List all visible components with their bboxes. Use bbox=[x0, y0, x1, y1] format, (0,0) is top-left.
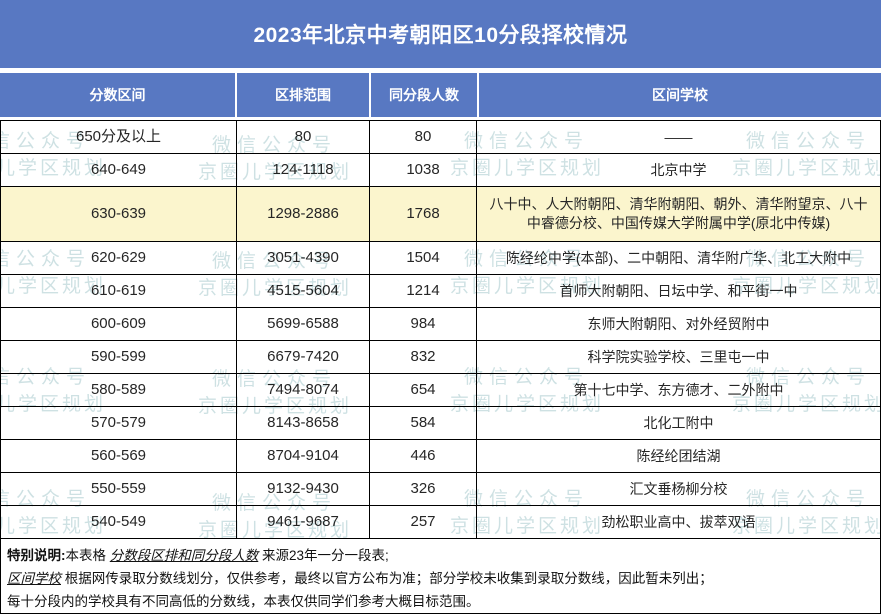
score-range-cell: 610-619 bbox=[1, 275, 237, 307]
rank-range-cell: 5699-6588 bbox=[237, 308, 370, 340]
table-header-row: 分数区间 区排范围 同分段人数 区间学校 bbox=[0, 73, 881, 117]
score-range-cell: 640-649 bbox=[1, 154, 237, 186]
rank-range-cell: 1298-2886 bbox=[237, 187, 370, 241]
table-row: 540-549 9461-9687 257 劲松职业高中、拔萃双语 bbox=[1, 506, 880, 539]
rank-range-cell: 8704-9104 bbox=[237, 440, 370, 472]
rank-range-cell: 8143-8658 bbox=[237, 407, 370, 439]
same-segment-count-cell: 1038 bbox=[370, 154, 477, 186]
table-row: 650分及以上 80 80 —— bbox=[1, 121, 880, 154]
table-row: 570-579 8143-8658 584 北化工附中 bbox=[1, 407, 880, 440]
same-segment-count-cell: 584 bbox=[370, 407, 477, 439]
table-row: 580-589 7494-8074 654 第十七中学、东方德才、二外附中 bbox=[1, 374, 880, 407]
rank-range-cell: 4515-5604 bbox=[237, 275, 370, 307]
table-row: 630-639 1298-2886 1768 八十中、人大附朝阳、清华附朝阳、朝外、清… bbox=[1, 187, 880, 242]
same-segment-count-cell: 654 bbox=[370, 374, 477, 406]
same-segment-count-cell: 446 bbox=[370, 440, 477, 472]
schools-cell: 陈经纶中学(本部)、二中朝阳、清华附广华、北工大附中 bbox=[505, 249, 852, 266]
note-2-text: 根据网传录取分数线划分，仅供参考，最终以官方公布为准；部分学校未收集到录取分数线… bbox=[61, 571, 713, 586]
schools-cell: 科学院实验学校、三里屯一中 bbox=[587, 348, 770, 365]
schools-cell: 八十中、人大附朝阳、清华附朝阳、朝外、清华附望京、八十中睿德分校、中国传媒大学附… bbox=[489, 196, 868, 231]
score-range-cell: 580-589 bbox=[1, 374, 237, 406]
table-row: 600-609 5699-6588 984 东师大附朝阳、对外经贸附中 bbox=[1, 308, 880, 341]
same-segment-count-cell: 326 bbox=[370, 473, 477, 505]
schools-cell: 东师大附朝阳、对外经贸附中 bbox=[587, 315, 770, 332]
rank-range-cell: 6679-7420 bbox=[237, 341, 370, 373]
score-range-cell: 570-579 bbox=[1, 407, 237, 439]
page-title: 2023年北京中考朝阳区10分段择校情况 bbox=[0, 0, 881, 68]
same-segment-count-cell: 257 bbox=[370, 506, 477, 538]
score-range-cell: 540-549 bbox=[1, 506, 237, 538]
table-row: 590-599 6679-7420 832 科学院实验学校、三里屯一中 bbox=[1, 341, 880, 374]
score-range-cell: 630-639 bbox=[1, 187, 237, 241]
score-range-cell: 550-559 bbox=[1, 473, 237, 505]
same-segment-count-cell: 1504 bbox=[370, 242, 477, 274]
same-segment-count-cell: 1768 bbox=[370, 187, 477, 241]
rank-range-cell: 7494-8074 bbox=[237, 374, 370, 406]
table: 650分及以上 80 80 —— 640-649 124-1118 1038 北京中学 630-… bbox=[0, 120, 881, 614]
table-row: 640-649 124-1118 1038 北京中学 bbox=[1, 154, 880, 187]
table-row: 560-569 8704-9104 446 陈经纶团结湖 bbox=[1, 440, 880, 473]
same-segment-count-cell: 984 bbox=[370, 308, 477, 340]
rank-range-cell: 9461-9687 bbox=[237, 506, 370, 538]
score-range-cell: 650分及以上 bbox=[1, 121, 237, 153]
note-3-text: 每十分段内的学校具有不同高低的分数线，本表仅供同学们参考大概目标范围。 bbox=[7, 594, 480, 609]
column-header-rank-range: 区排范围 bbox=[237, 73, 369, 117]
score-range-cell: 600-609 bbox=[1, 308, 237, 340]
note-line-2: 区间学校 根据网传录取分数线划分，仅供参考，最终以官方公布为准；部分学校未收集到… bbox=[7, 567, 872, 590]
note-1-text-end: 来源23年一分一段表; bbox=[258, 548, 389, 563]
rank-range-cell: 9132-9430 bbox=[237, 473, 370, 505]
notes-section: 特别说明:本表格 分数段区排和同分段人数 来源23年一分一段表; 区间学校 根据… bbox=[1, 539, 880, 612]
table-row: 550-559 9132-9430 326 汇文垂杨柳分校 bbox=[1, 473, 880, 506]
table-row: 610-619 4515-5604 1214 首师大附朝阳、日坛中学、和平街一中 bbox=[1, 275, 880, 308]
schools-cell: 第十七中学、东方德才、二外附中 bbox=[573, 381, 784, 398]
score-range-cell: 590-599 bbox=[1, 341, 237, 373]
score-range-cell: 620-629 bbox=[1, 242, 237, 274]
score-range-cell: 560-569 bbox=[1, 440, 237, 472]
rank-range-cell: 124-1118 bbox=[237, 154, 370, 186]
schools-cell: —— bbox=[664, 128, 693, 145]
same-segment-count-cell: 80 bbox=[370, 121, 477, 153]
schools-cell: 北化工附中 bbox=[643, 414, 714, 431]
rank-range-cell: 3051-4390 bbox=[237, 242, 370, 274]
column-header-score-range: 分数区间 bbox=[0, 73, 235, 117]
table-body: 650分及以上 80 80 —— 640-649 124-1118 1038 北京中学 630-… bbox=[1, 121, 880, 539]
table-row: 620-629 3051-4390 1504 陈经纶中学(本部)、二中朝阳、清华附广华… bbox=[1, 242, 880, 275]
notes-label: 特别说明: bbox=[7, 548, 66, 563]
column-header-schools: 区间学校 bbox=[479, 73, 881, 117]
column-header-same-segment-count: 同分段人数 bbox=[371, 73, 477, 117]
note-1-emphasis: 分数段区排和同分段人数 bbox=[109, 548, 259, 563]
same-segment-count-cell: 1214 bbox=[370, 275, 477, 307]
schools-cell: 北京中学 bbox=[650, 161, 707, 178]
note-line-1: 特别说明:本表格 分数段区排和同分段人数 来源23年一分一段表; bbox=[7, 544, 872, 567]
schools-cell: 汇文垂杨柳分校 bbox=[629, 480, 728, 497]
note-line-3: 每十分段内的学校具有不同高低的分数线，本表仅供同学们参考大概目标范围。 bbox=[7, 590, 872, 613]
note-2-emphasis: 区间学校 bbox=[7, 571, 61, 586]
note-1-text: 本表格 bbox=[65, 548, 110, 563]
rank-range-cell: 80 bbox=[237, 121, 370, 153]
schools-cell: 陈经纶团结湖 bbox=[636, 447, 721, 464]
same-segment-count-cell: 832 bbox=[370, 341, 477, 373]
schools-cell: 首师大附朝阳、日坛中学、和平街一中 bbox=[559, 282, 798, 299]
schools-cell: 劲松职业高中、拔萃双语 bbox=[601, 513, 756, 530]
